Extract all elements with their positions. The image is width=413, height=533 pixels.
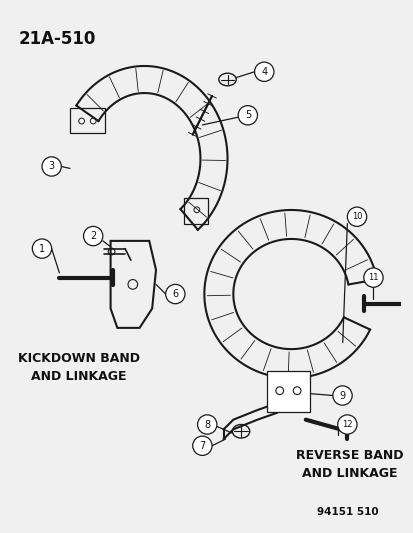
Circle shape [197,415,216,434]
Text: 6: 6 [172,289,178,299]
Circle shape [347,207,366,227]
Text: REVERSE BAND
AND LINKAGE: REVERSE BAND AND LINKAGE [295,449,402,480]
Circle shape [337,415,356,434]
Text: 11: 11 [367,273,378,282]
Circle shape [192,436,211,455]
Circle shape [42,157,61,176]
Text: 8: 8 [204,419,210,430]
Text: 4: 4 [261,67,267,77]
Circle shape [237,106,257,125]
Circle shape [165,285,185,304]
Text: 21A-510: 21A-510 [19,30,96,48]
Text: 12: 12 [341,420,352,429]
FancyBboxPatch shape [266,372,309,412]
Text: 3: 3 [48,161,55,172]
Text: 5: 5 [244,110,250,120]
Text: 9: 9 [339,391,345,400]
Text: KICKDOWN BAND
AND LINKAGE: KICKDOWN BAND AND LINKAGE [18,352,139,383]
Text: 2: 2 [90,231,96,241]
Circle shape [32,239,52,259]
Text: 10: 10 [351,212,361,221]
Text: 7: 7 [199,441,205,451]
Text: 94151 510: 94151 510 [316,507,377,516]
Circle shape [83,227,102,246]
Circle shape [332,386,351,405]
Circle shape [254,62,273,82]
Circle shape [363,268,382,287]
Text: 1: 1 [39,244,45,254]
